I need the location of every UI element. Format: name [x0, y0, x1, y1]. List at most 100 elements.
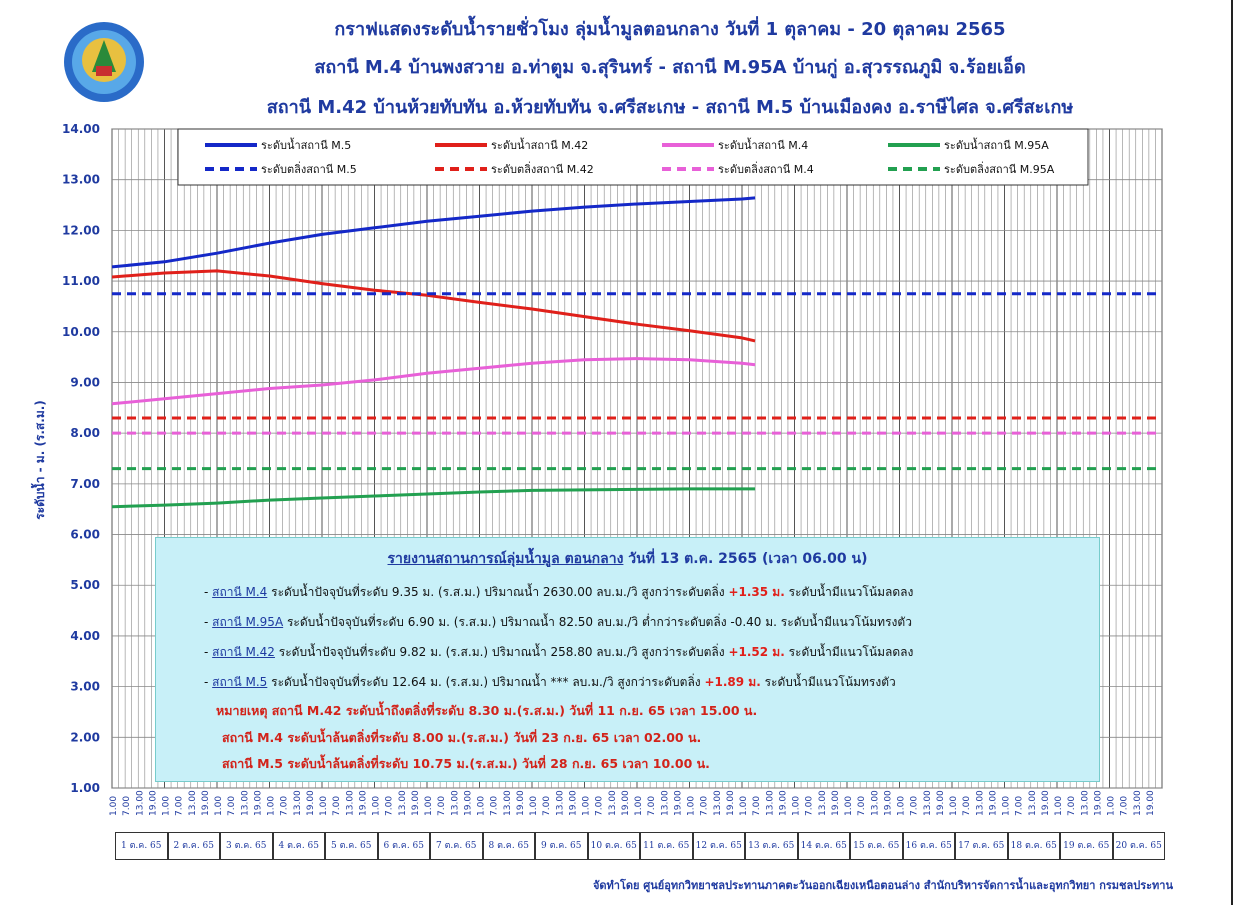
day-label: 15 ต.ค. 65: [850, 832, 903, 860]
x-hour-label: 19.00: [516, 790, 526, 816]
day-label: 4 ต.ค. 65: [272, 832, 325, 860]
x-hour-label: 1.00: [739, 796, 749, 816]
legend-box: [177, 128, 1089, 186]
x-hour-label: 1.00: [319, 796, 329, 816]
x-hour-label: 19.00: [778, 790, 788, 816]
x-hour-label: 13.00: [450, 790, 460, 816]
x-hour-label: 7.00: [227, 796, 237, 816]
x-hour-label: 13.00: [240, 790, 250, 816]
x-hour-label: 13.00: [188, 790, 198, 816]
x-hour-label: 19.00: [568, 790, 578, 816]
day-label: 1 ต.ค. 65: [115, 832, 168, 860]
series-lines: [111, 196, 1162, 509]
x-hour-label: 19.00: [726, 790, 736, 816]
x-hour-label: 1.00: [1054, 796, 1064, 816]
x-hour-label: 13.00: [555, 790, 565, 816]
x-hour-label: 19.00: [621, 790, 631, 816]
x-hour-label: 1.00: [267, 796, 277, 816]
y-tick-label: 6.00: [70, 528, 100, 542]
report-box: รายงานสถานการณ์ลุ่มน้ำมูล ตอนกลาง วันที่…: [155, 537, 1100, 782]
royal-irrigation-logo: [64, 22, 144, 102]
chart-title: กราฟแสดงระดับน้ำรายชั่วโมง ลุ่มน้ำมูลตอน…: [334, 19, 1006, 40]
x-hour-label: 13.00: [135, 790, 145, 816]
x-hour-label: 1.00: [582, 796, 592, 816]
x-hour-label: 7.00: [1015, 796, 1025, 816]
x-hour-label: 13.00: [345, 790, 355, 816]
x-hour-label: 1.00: [372, 796, 382, 816]
y-tick-label: 9.00: [70, 375, 100, 389]
legend-label: ระดับน้ำสถานี M.5: [261, 137, 351, 152]
x-hour-label: 13.00: [818, 790, 828, 816]
day-label: 14 ต.ค. 65: [797, 832, 850, 860]
x-hour-label: 7.00: [175, 796, 185, 816]
x-hour-label: 19.00: [988, 790, 998, 816]
y-tick-label: 10.00: [62, 325, 100, 339]
x-hour-label: 19.00: [936, 790, 946, 816]
day-label: 12 ต.ค. 65: [692, 832, 745, 860]
y-tick-label: 2.00: [70, 730, 100, 744]
day-label: 11 ต.ค. 65: [640, 832, 693, 860]
x-hour-label: 7.00: [1067, 796, 1077, 816]
report-note-2: สถานี M.4 ระดับน้ำล้นตลิ่งที่ระดับ 8.00 …: [222, 730, 702, 745]
x-hour-label: 1.00: [897, 796, 907, 816]
x-hour-label: 1.00: [844, 796, 854, 816]
y-tick-label: 13.00: [62, 173, 100, 187]
y-axis-label: ระดับน้ำ - ม. (ร.ส.ม.): [30, 400, 47, 520]
water-level-line: [111, 487, 756, 509]
x-hour-label: 13.00: [1028, 790, 1038, 816]
x-hour-label: 19.00: [1041, 790, 1051, 816]
report-line-m5: - สถานี M.5 ระดับน้ำปัจจุบันที่ระดับ 12.…: [204, 675, 896, 689]
x-hour-label: 13.00: [398, 790, 408, 816]
x-hour-label: 13.00: [975, 790, 985, 816]
day-label: 16 ต.ค. 65: [902, 832, 955, 860]
report-date: วันที่ 13 ต.ค. 2565 (เวลา 06.00 น): [623, 551, 868, 567]
x-hour-label: 13.00: [608, 790, 618, 816]
x-hour-label: 13.00: [1080, 790, 1090, 816]
legend-label: ระดับตลิ่งสถานี M.5: [261, 161, 357, 176]
legend: ระดับน้ำสถานี M.5 ระดับน้ำสถานี M.42 ระดับ…: [177, 128, 1089, 186]
x-hour-label: 7.00: [752, 796, 762, 816]
x-hour-label: 1.00: [634, 796, 644, 816]
x-hour-label: 7.00: [385, 796, 395, 816]
x-hour-label: 19.00: [306, 790, 316, 816]
report-title: รายงานสถานการณ์ลุ่มน้ำมูล ตอนกลาง: [387, 551, 624, 567]
station-link-m42[interactable]: สถานี M.42: [212, 645, 275, 659]
x-hour-label: 1.00: [477, 796, 487, 816]
x-hour-label: 13.00: [660, 790, 670, 816]
x-hour-label: 19.00: [358, 790, 368, 816]
x-hour-label: 1.00: [109, 796, 119, 816]
x-hour-label: 7.00: [595, 796, 605, 816]
x-hour-label: 7.00: [122, 796, 132, 816]
x-hour-label: 7.00: [857, 796, 867, 816]
x-hour-label: 1.00: [687, 796, 697, 816]
y-tick-label: 7.00: [70, 477, 100, 491]
x-hour-label: 19.00: [831, 790, 841, 816]
station-link-m4[interactable]: สถานี M.4: [212, 585, 268, 599]
y-tick-label: 12.00: [62, 223, 100, 237]
day-label: 6 ต.ค. 65: [377, 832, 430, 860]
legend-label: ระดับตลิ่งสถานี M.95A: [944, 161, 1055, 176]
station-link-m5[interactable]: สถานี M.5: [212, 675, 268, 689]
x-hour-label: 19.00: [411, 790, 421, 816]
day-label: 8 ต.ค. 65: [482, 832, 535, 860]
station-link-m95a[interactable]: สถานี M.95A: [212, 615, 284, 629]
y-tick-label: 5.00: [70, 578, 100, 592]
y-tick-label: 8.00: [70, 426, 100, 440]
x-hour-label: 13.00: [1133, 790, 1143, 816]
water-level-line: [111, 196, 756, 269]
x-hour-label: 7.00: [542, 796, 552, 816]
x-hour-label: 13.00: [503, 790, 513, 816]
legend-label: ระดับน้ำสถานี M.42: [491, 137, 588, 152]
legend-label: ระดับน้ำสถานี M.95A: [944, 137, 1049, 152]
x-hour-label: 1.00: [529, 796, 539, 816]
x-hour-label: 13.00: [923, 790, 933, 816]
y-tick-label: 1.00: [70, 781, 100, 795]
x-axis: 1.00 7.00 13.00 19.00 1.00 7.00 13.00 19.00 1.00…: [109, 790, 1156, 816]
day-label: 19 ต.ค. 65: [1060, 832, 1113, 860]
x-hour-label: 19.00: [201, 790, 211, 816]
x-hour-label: 19.00: [1093, 790, 1103, 816]
day-label: 17 ต.ค. 65: [955, 832, 1008, 860]
x-hour-label: 19.00: [883, 790, 893, 816]
water-level-line: [111, 269, 756, 343]
